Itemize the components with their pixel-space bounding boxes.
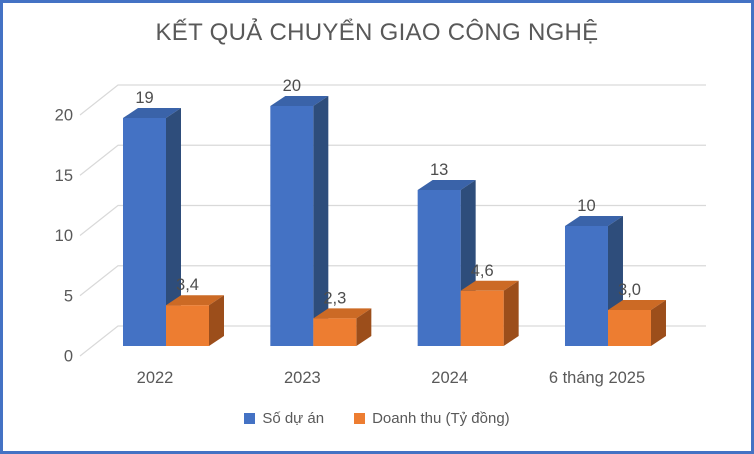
legend-swatch-orange-icon xyxy=(354,413,366,424)
y-tick-label: 0 xyxy=(64,348,73,366)
bar-front-face xyxy=(313,318,357,346)
x-category-label: 2023 xyxy=(284,369,321,387)
value-label: 4,6 xyxy=(471,262,494,280)
gridline-10 xyxy=(79,204,706,236)
legend-label: Doanh thu (Tỷ đồng) xyxy=(372,410,510,427)
bar-top-face xyxy=(417,180,476,190)
gridline-5 xyxy=(79,265,706,297)
value-label: 2,3 xyxy=(323,289,346,307)
bar-side-face xyxy=(313,96,329,346)
bar-front-face xyxy=(166,305,209,346)
legend-swatch-blue-icon xyxy=(244,413,256,424)
bar-side-face xyxy=(650,300,666,346)
chart-canvas: 0 5 10 15 20 2022 2023 2024 6 tháng 2025 19 3,4 20 2… xyxy=(55,77,706,387)
bar-side-face xyxy=(503,280,519,346)
bar-side-face xyxy=(209,295,224,346)
bar-top-face xyxy=(270,96,329,106)
bar-top-face xyxy=(564,216,623,226)
value-label: 19 xyxy=(135,89,153,107)
bar-front-face xyxy=(564,226,608,346)
x-category-label: 6 tháng 2025 xyxy=(549,369,645,387)
legend-label: Số dự án xyxy=(262,410,325,427)
bar-top-face xyxy=(313,308,372,319)
bar-top-face xyxy=(607,300,666,310)
bar-top-face xyxy=(123,108,181,118)
x-category-label: 2022 xyxy=(137,369,174,387)
value-label: 13 xyxy=(430,161,448,179)
y-tick-label: 20 xyxy=(55,107,73,125)
bar-front-face xyxy=(607,310,651,346)
bar-front-face xyxy=(417,190,461,346)
gridline-20 xyxy=(79,84,706,116)
y-tick-label: 5 xyxy=(64,287,73,305)
chart-title: KẾT QUẢ CHUYỂN GIAO CÔNG NGHỆ xyxy=(155,19,599,46)
value-label: 10 xyxy=(577,197,595,215)
x-category-label: 2024 xyxy=(431,369,468,387)
value-label: 3,4 xyxy=(176,276,199,294)
y-tick-label: 10 xyxy=(55,227,73,245)
bar-side-face xyxy=(166,108,181,346)
value-label: 3,0 xyxy=(618,281,641,299)
bar-front-face xyxy=(123,118,166,346)
bar-front-face xyxy=(460,290,504,346)
bar-top-face xyxy=(460,280,519,291)
value-label: 20 xyxy=(283,77,301,95)
legend-item-so-du-an: Số dự án xyxy=(244,410,324,427)
bar-front-face xyxy=(270,106,314,346)
legend-item-doanh-thu: Doanh thu (Tỷ đồng) xyxy=(354,410,510,427)
y-tick-label: 15 xyxy=(55,167,73,185)
bar-top-face xyxy=(166,295,224,306)
bar-side-face xyxy=(356,308,372,346)
gridline-15 xyxy=(79,144,706,176)
legend: Số dự án Doanh thu (Tỷ đồng) xyxy=(3,410,751,427)
